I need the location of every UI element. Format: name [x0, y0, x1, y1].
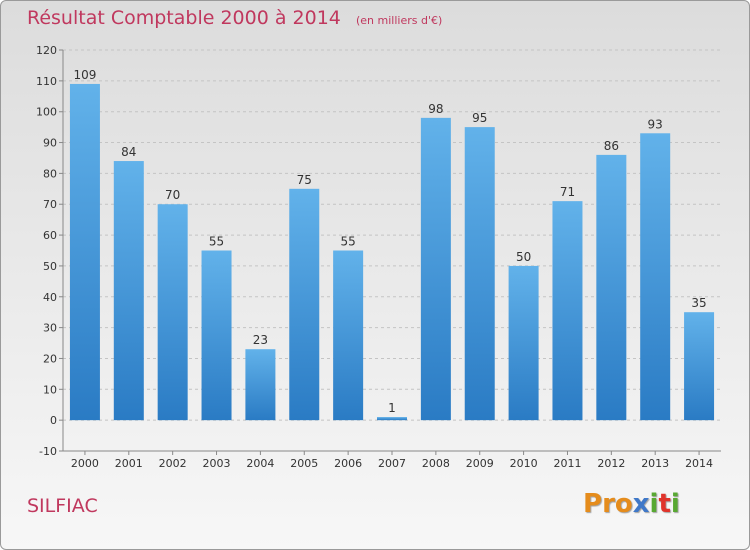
bar-2004	[245, 349, 276, 421]
x-tick-label: 2002	[159, 457, 187, 470]
proxiti-logo: Proxiti	[583, 489, 680, 519]
bar-2001	[113, 161, 144, 421]
bar-2003	[201, 250, 232, 421]
value-label: 50	[516, 250, 531, 264]
bar-2008	[420, 117, 451, 421]
value-label: 55	[340, 235, 355, 249]
chart-title: Résultat Comptable 2000 à 2014 (en milli…	[27, 7, 442, 29]
value-labels: 109 84 70 55 23 75 55 1 98 95 50 71 86 93 35	[73, 68, 706, 415]
x-tick-label: 2011	[553, 457, 581, 470]
y-tick-label: 20	[43, 352, 57, 365]
x-tick-label: 2004	[246, 457, 274, 470]
x-tick-label: 2006	[334, 457, 362, 470]
x-tick-label: 2007	[378, 457, 406, 470]
x-tick-label: 2013	[641, 457, 669, 470]
x-tick-labels: 2000 2001 2002 2003 2004 2005 2006 2007 2008 2009…	[71, 451, 713, 470]
y-tick-label: 60	[43, 229, 57, 242]
y-tick-label: 0	[50, 414, 57, 427]
y-tick-label: 110	[36, 75, 57, 88]
value-label: 55	[209, 235, 224, 249]
y-tick-label: 70	[43, 198, 57, 211]
logo-letter: i	[649, 489, 659, 519]
y-tick-label: 80	[43, 167, 57, 180]
bar-2006	[333, 250, 364, 421]
logo-letter: r	[602, 489, 615, 519]
logo-letter: P	[583, 489, 603, 519]
bar-2010	[508, 265, 539, 421]
bar-2002	[157, 204, 188, 421]
logo-letter: x	[632, 489, 650, 519]
y-tick-label: 30	[43, 322, 57, 335]
y-tick-label: -10	[39, 445, 57, 458]
x-tick-label: 2014	[685, 457, 713, 470]
value-label: 75	[297, 173, 312, 187]
commune-name: SILFIAC	[27, 495, 98, 517]
bar-2007	[377, 417, 407, 421]
logo-letter: i	[670, 489, 680, 519]
bar-2011	[552, 201, 583, 421]
bars	[69, 83, 715, 421]
value-label: 23	[253, 333, 268, 347]
x-tick-label: 2000	[71, 457, 99, 470]
x-tick-label: 2008	[422, 457, 450, 470]
bar-2000	[69, 83, 100, 421]
value-label: 109	[73, 68, 96, 82]
x-tick-label: 2009	[466, 457, 494, 470]
bar-2014	[684, 312, 715, 421]
y-tick-label: 100	[36, 106, 57, 119]
x-tick-label: 2005	[290, 457, 318, 470]
bar-2012	[596, 154, 627, 421]
y-tick-label: 120	[36, 44, 57, 57]
y-tick-label: 50	[43, 260, 57, 273]
value-label: 93	[648, 117, 663, 131]
value-label: 71	[560, 185, 575, 199]
x-tick-label: 2012	[597, 457, 625, 470]
y-tick-labels: -10 0 10 20 30 40 50 60 70 80 90 100 110 120	[36, 44, 57, 458]
bar-2005	[289, 188, 320, 421]
value-label: 35	[691, 296, 706, 310]
logo-letter: o	[614, 489, 633, 519]
y-tick-label: 90	[43, 137, 57, 150]
bar-2013	[640, 133, 671, 421]
x-tick-label: 2001	[115, 457, 143, 470]
title-text: Résultat Comptable 2000 à 2014	[27, 7, 341, 29]
value-label: 95	[472, 111, 487, 125]
y-tick-label: 40	[43, 291, 57, 304]
value-label: 86	[604, 139, 619, 153]
value-label: 84	[121, 145, 136, 159]
value-label: 1	[388, 401, 396, 415]
title-unit: (en milliers d'€)	[355, 14, 443, 27]
logo-letter: t	[658, 489, 671, 519]
value-label: 98	[428, 102, 443, 116]
value-label: 70	[165, 188, 180, 202]
y-tick-label: 10	[43, 383, 57, 396]
x-tick-label: 2003	[203, 457, 231, 470]
x-tick-label: 2010	[510, 457, 538, 470]
bar-2009	[464, 127, 495, 421]
